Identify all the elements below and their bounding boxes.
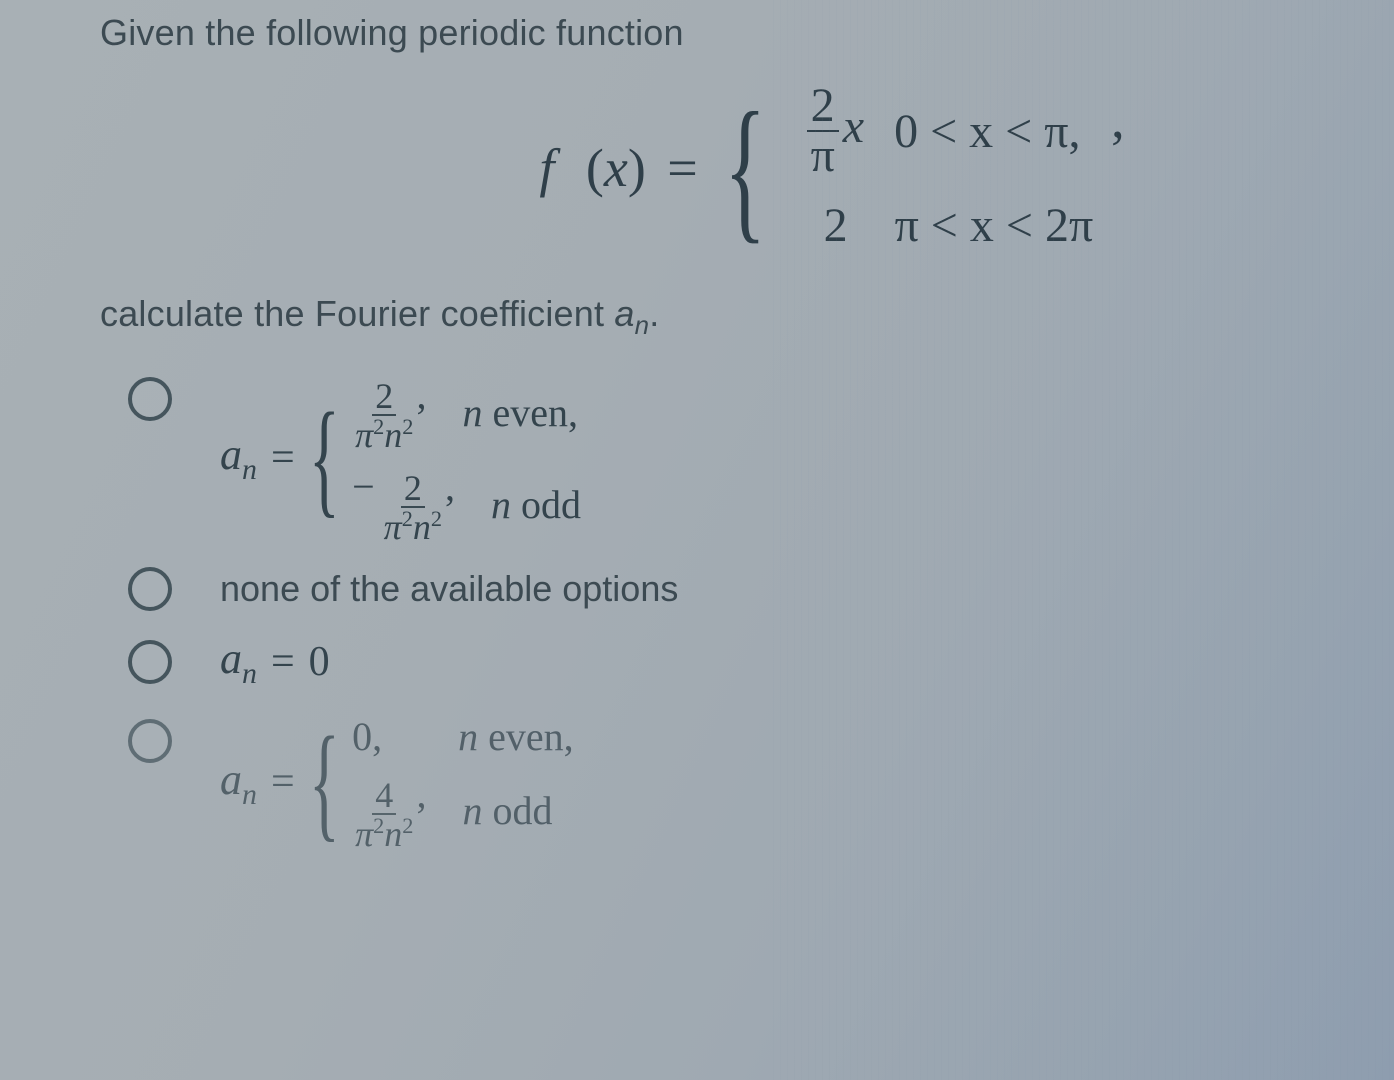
case-1-condition: 0 < x < π, <box>894 104 1080 159</box>
piecewise-cases: 2 π x 0 < x < π, 2 π < x < 2π <box>807 82 1094 253</box>
question-intro: Given the following periodic function <box>100 12 1354 54</box>
option-d[interactable]: an = { 0, n even, 4 π2n2 <box>128 713 1354 852</box>
equals-sign: = <box>667 138 697 198</box>
prompt-a: a <box>614 293 634 334</box>
option-a-body: an = { 2 π2n2 , n even, <box>220 371 581 545</box>
prompt-suffix: . <box>649 293 659 334</box>
radio-a[interactable] <box>128 377 172 421</box>
var-x: x <box>604 138 628 198</box>
function-lhs: f (x) = <box>539 137 705 199</box>
brace: { <box>309 404 340 513</box>
case-1: 2 π x 0 < x < π, <box>807 82 1094 180</box>
answer-options: an = { 2 π2n2 , n even, <box>128 371 1354 852</box>
fraction-2-over-pi: 2 π <box>807 82 839 180</box>
function-definition: f (x) = { 2 π x 0 < x < π, 2 π < x < 2π … <box>310 82 1354 253</box>
radio-d[interactable] <box>128 719 172 763</box>
zero: 0 <box>309 638 330 686</box>
case-1-x: x <box>843 100 864 153</box>
eq: = <box>271 758 295 806</box>
cond-even: n even, <box>462 389 578 436</box>
option-b[interactable]: none of the available options <box>128 567 1354 611</box>
an-symbol: an <box>220 754 257 812</box>
radio-c[interactable] <box>128 640 172 684</box>
question-container: Given the following periodic function f … <box>100 12 1354 852</box>
cond-even: n even, <box>458 713 574 760</box>
numerator: 2 <box>807 82 839 132</box>
case-2: 2 π < x < 2π <box>807 198 1094 253</box>
radio-b[interactable] <box>128 567 172 611</box>
open-paren: ( <box>586 138 604 198</box>
f-symbol: f <box>539 138 554 198</box>
eq: = <box>271 638 295 686</box>
frac: 4 π2n2 <box>352 777 416 852</box>
option-a-row-even: 2 π2n2 , n even, <box>352 371 581 453</box>
denominator: π <box>807 132 839 180</box>
eq: = <box>271 434 295 482</box>
denom: π2n2 <box>352 416 416 453</box>
denom: π2n2 <box>381 508 445 545</box>
option-d-cases: 0, n even, 4 π2n2 , n odd <box>352 713 574 852</box>
close-paren: ) <box>628 138 646 198</box>
option-d-row-even: 0, n even, <box>352 713 574 760</box>
question-prompt: calculate the Fourier coefficient an. <box>100 293 1354 341</box>
trailing-comma: , <box>1111 88 1125 150</box>
option-a-val-even: 2 π2n2 , <box>352 371 426 453</box>
prompt-n: n <box>635 312 650 340</box>
option-a-val-odd: − 2 π2n2 , <box>352 463 455 545</box>
option-d-body: an = { 0, n even, 4 π2n2 <box>220 713 574 852</box>
cond-odd: n odd <box>462 787 552 834</box>
cond-odd: n odd <box>491 481 581 528</box>
option-d-row-odd: 4 π2n2 , n odd <box>352 770 574 852</box>
option-c-body: an = 0 <box>220 633 330 691</box>
case-1-value: 2 π x <box>807 82 865 180</box>
option-c[interactable]: an = 0 <box>128 633 1354 691</box>
option-b-text: none of the available options <box>220 568 678 610</box>
option-a-row-odd: − 2 π2n2 , n odd <box>352 463 581 545</box>
frac: 2 π2n2 <box>352 378 416 453</box>
case-2-condition: π < x < 2π <box>895 198 1094 253</box>
denom: π2n2 <box>352 815 416 852</box>
an-symbol: an <box>220 633 257 691</box>
option-a-cases: 2 π2n2 , n even, − 2 π2n2 , <box>352 371 581 545</box>
an-symbol: an <box>220 429 257 487</box>
left-brace: { <box>724 96 766 240</box>
option-d-val-even: 0, <box>352 713 422 760</box>
option-d-val-odd: 4 π2n2 , <box>352 770 426 852</box>
space <box>568 138 573 198</box>
prompt-prefix: calculate the Fourier coefficient <box>100 293 614 334</box>
case-2-value: 2 <box>807 198 865 253</box>
option-a[interactable]: an = { 2 π2n2 , n even, <box>128 371 1354 545</box>
brace: { <box>309 728 340 837</box>
frac: 2 π2n2 <box>381 470 445 545</box>
